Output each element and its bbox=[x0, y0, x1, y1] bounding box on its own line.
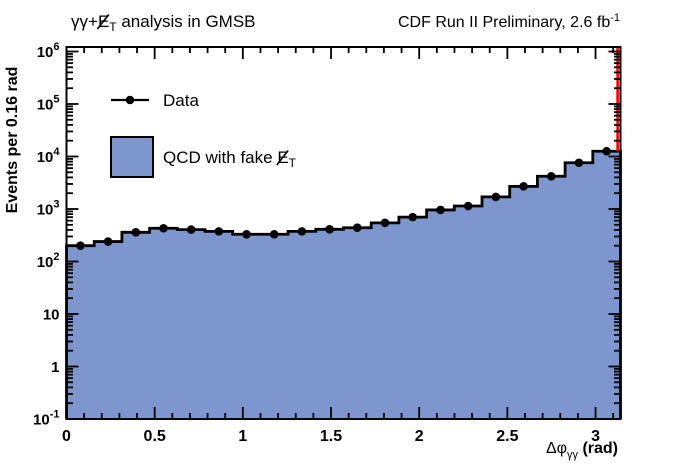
legend-data-marker-circle bbox=[125, 95, 135, 105]
legend-qcd-label: QCD with fake ET bbox=[163, 148, 297, 170]
data-point bbox=[214, 227, 224, 236]
data-points bbox=[76, 146, 611, 250]
legend-data-label: Data bbox=[163, 91, 199, 110]
data-point bbox=[131, 227, 141, 237]
x-axis-title: Δφγγ (rad) bbox=[546, 440, 618, 461]
data-point bbox=[103, 237, 113, 246]
met-slash-title bbox=[96, 14, 110, 30]
data-point bbox=[186, 225, 196, 234]
y-tick-label: 106 bbox=[37, 41, 60, 61]
qcd-histogram-fill bbox=[66, 151, 621, 420]
data-point bbox=[159, 223, 168, 233]
data-point bbox=[519, 182, 528, 191]
data-point bbox=[574, 158, 584, 168]
axis-ticks bbox=[65, 47, 621, 420]
y-tick-label: 10-1 bbox=[33, 409, 59, 429]
data-point bbox=[436, 205, 445, 215]
legend-qcd-swatch bbox=[110, 136, 154, 178]
plot-title-left: γγ+ET analysis in GMSB bbox=[71, 12, 256, 34]
x-tick-label: 2 bbox=[415, 428, 424, 445]
data-point bbox=[408, 212, 417, 222]
data-point bbox=[463, 201, 473, 211]
data-point bbox=[352, 223, 362, 233]
met-slash-legend bbox=[276, 150, 289, 166]
y-tick-label: 102 bbox=[37, 251, 60, 271]
data-point bbox=[297, 227, 307, 236]
x-tick-label: 0 bbox=[62, 428, 71, 445]
data-point bbox=[602, 146, 611, 156]
data-point bbox=[325, 225, 334, 234]
y-tick-label: 103 bbox=[37, 199, 60, 219]
x-tick-label: 2.5 bbox=[496, 428, 518, 445]
y-axis-title: Events per 0.16 rad bbox=[4, 67, 21, 214]
y-tick-label: 104 bbox=[37, 146, 61, 166]
x-tick-label: 1.5 bbox=[320, 428, 342, 445]
plot-title-right: CDF Run II Preliminary, 2.6 fb-1 bbox=[398, 12, 620, 31]
y-tick-label: 10 bbox=[43, 307, 60, 324]
x-tick-label: 3 bbox=[591, 428, 600, 445]
y-tick-label: 105 bbox=[37, 94, 60, 114]
x-tick-label: 1 bbox=[238, 428, 247, 445]
legend: QCD with fake ET bbox=[110, 95, 297, 178]
data-point bbox=[269, 229, 279, 239]
data-point bbox=[242, 229, 251, 239]
qcd-histogram-outline bbox=[65, 149, 622, 419]
data-point bbox=[380, 218, 390, 228]
data-point bbox=[491, 192, 501, 202]
y-tick-label: 1 bbox=[51, 359, 59, 376]
data-point bbox=[76, 241, 85, 250]
plot-frame bbox=[65, 46, 622, 420]
data-point bbox=[546, 171, 556, 181]
x-tick-label: 0.5 bbox=[144, 428, 166, 445]
